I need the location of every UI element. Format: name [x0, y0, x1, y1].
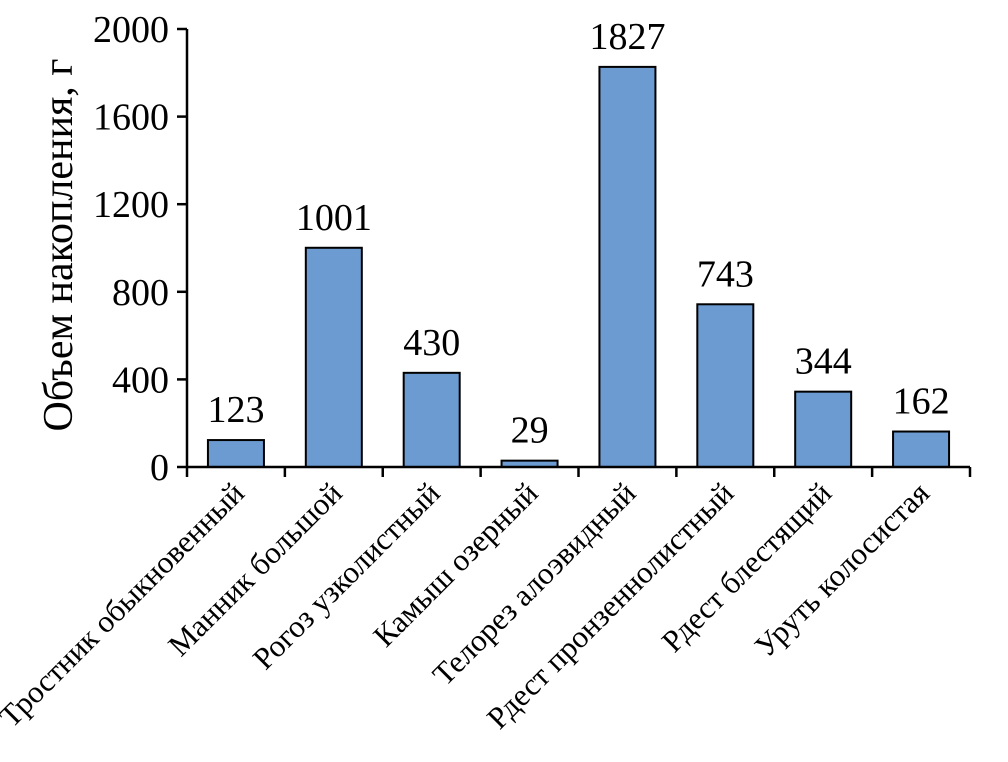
y-tick-label: 1600	[93, 97, 169, 139]
bar	[696, 303, 755, 468]
axes	[177, 27, 972, 477]
data-label: 743	[697, 253, 754, 295]
data-label: 29	[511, 410, 549, 452]
category-label: Камыш озерный	[366, 475, 544, 653]
y-tick-label: 2000	[93, 9, 169, 51]
y-tick-label: 400	[112, 359, 169, 401]
category-label: Уруть колосистая	[747, 475, 936, 664]
y-tick-label: 0	[150, 447, 169, 489]
category-label: Рогоз узколистный	[246, 475, 447, 676]
data-label: 123	[207, 389, 264, 431]
y-tick-label: 1200	[93, 184, 169, 226]
bar	[794, 390, 853, 468]
category-label: Манник большой	[161, 475, 349, 663]
data-label: 344	[795, 341, 852, 383]
bar	[892, 430, 951, 469]
bar	[598, 65, 657, 469]
bar	[304, 246, 363, 468]
data-label: 1001	[296, 197, 372, 239]
category-label: Рдест блестящий	[655, 475, 839, 659]
bar	[206, 439, 265, 468]
y-axis-title: Объем накопления, г	[36, 58, 82, 431]
bar	[402, 371, 461, 468]
data-label: 430	[403, 322, 460, 364]
data-label: 1827	[589, 16, 665, 58]
bars	[206, 65, 951, 469]
data-label: 162	[893, 381, 950, 423]
y-tick-label: 800	[112, 272, 169, 314]
